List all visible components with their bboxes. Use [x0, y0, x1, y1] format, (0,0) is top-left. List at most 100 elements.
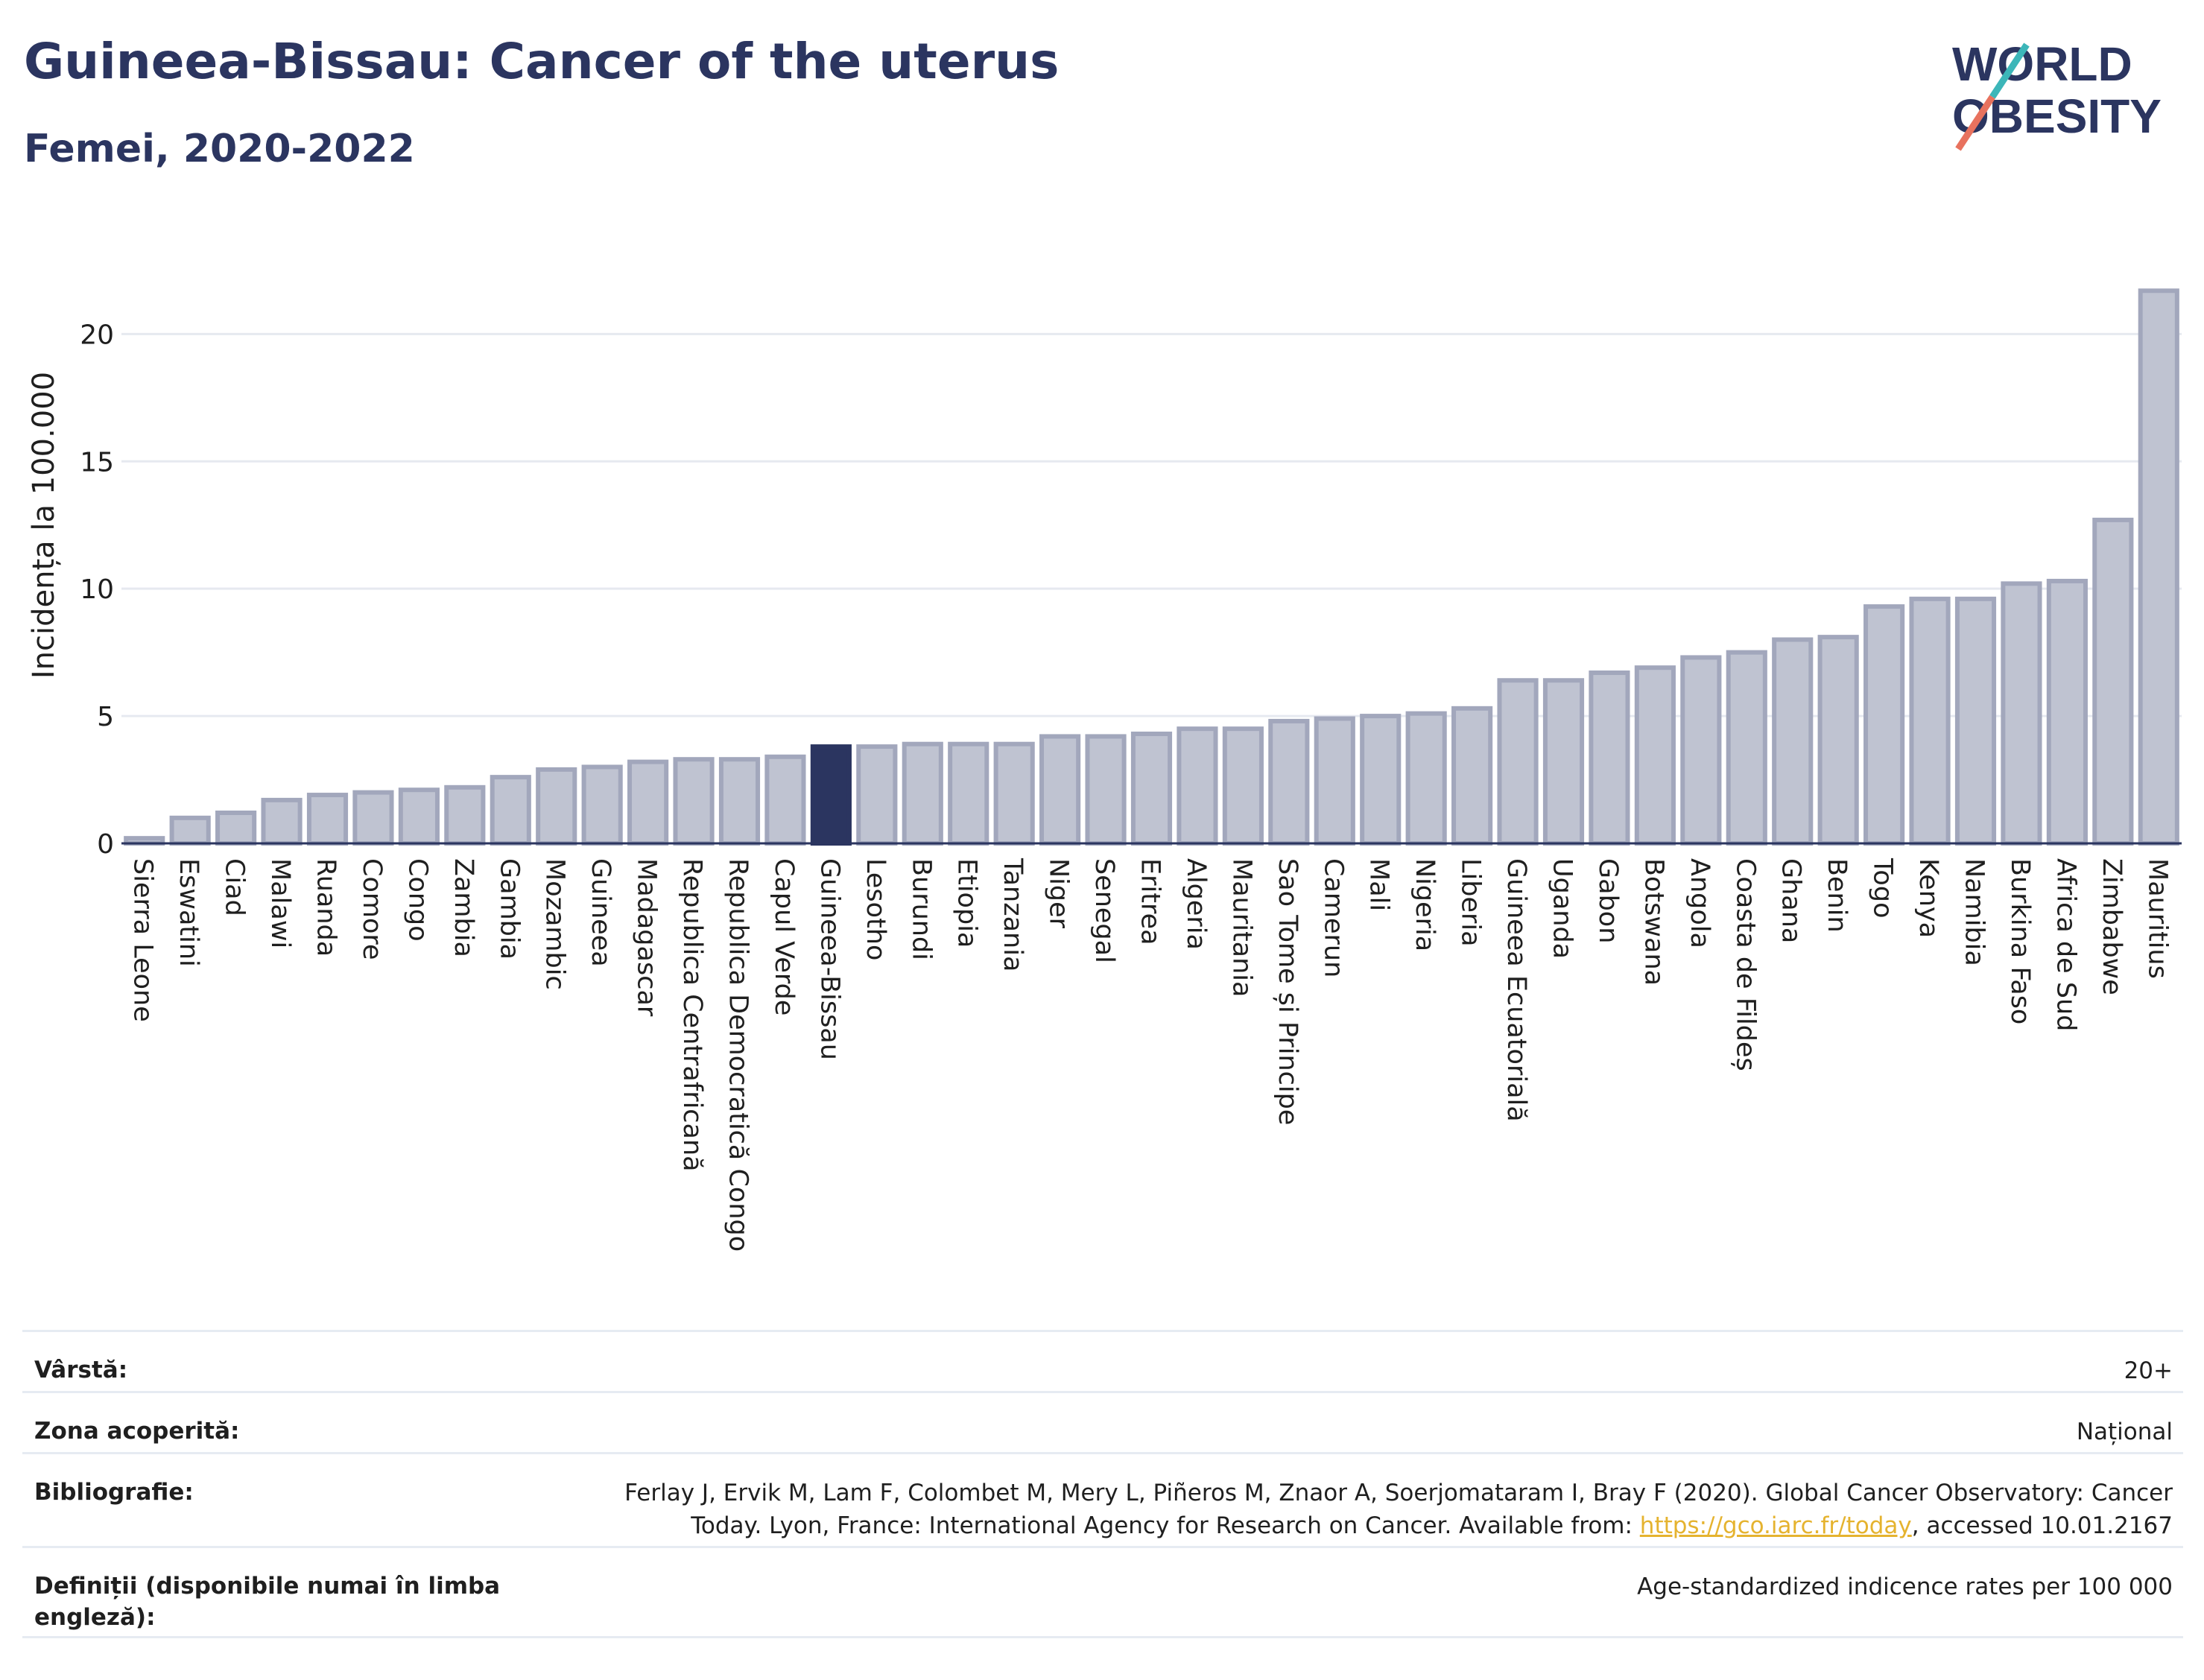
x-tick-label: Nigeria — [1410, 858, 1440, 951]
x-tick-label: Capul Verde — [769, 858, 799, 1015]
bar-benin[interactable] — [1817, 635, 1859, 846]
bar-mauritania[interactable] — [1222, 726, 1264, 846]
bar-republica-centrafrican-[interactable] — [673, 757, 715, 846]
bar-guineea-bissau[interactable] — [810, 744, 852, 846]
y-tick-label: 15 — [80, 447, 114, 478]
x-tick-label: Benin — [1822, 858, 1852, 933]
info-label: Vârstă: — [34, 1357, 128, 1383]
x-tick-label: Gabon — [1593, 858, 1623, 943]
x-tick-label: Mauritius — [2142, 858, 2172, 979]
x-tick-label: Zimbabwe — [2097, 858, 2127, 995]
bar-etiopia[interactable] — [948, 741, 989, 846]
y-tick-label: 20 — [80, 320, 114, 350]
bar-mozambic[interactable] — [536, 767, 577, 846]
bar-tanzania[interactable] — [993, 741, 1035, 846]
x-tick-label: Niger — [1044, 858, 1074, 929]
x-tick-label: Namibia — [1960, 858, 1989, 966]
info-row-age: Vârstă: 20+ — [22, 1330, 2183, 1391]
x-tick-label: Republica Democratică Congo — [723, 858, 753, 1252]
tick-labels: 0 5 10 15 20 Sierra Leone Eswatini Ciad Malawi Ru… — [80, 320, 2172, 1252]
x-tick-label: Africa de Sud — [2051, 858, 2080, 1031]
bar-mauritius[interactable] — [2138, 288, 2179, 846]
bar-senegal[interactable] — [1085, 734, 1127, 846]
x-tick-label: Congo — [402, 858, 432, 942]
bar-ghana[interactable] — [1772, 637, 1814, 846]
bar-angola[interactable] — [1680, 655, 1722, 846]
page-subtitle: Femei, 2020-2022 — [24, 127, 415, 171]
bar-republica-democratic-congo[interactable] — [718, 757, 761, 846]
bar-uganda[interactable] — [1542, 678, 1585, 846]
svg-text:OBESITY: OBESITY — [1952, 89, 2162, 143]
bar-eswatini[interactable] — [169, 815, 211, 846]
bar-namibia[interactable] — [1954, 596, 1997, 846]
x-tick-label: Ciad — [220, 858, 250, 916]
info-label: Definiții (disponibile numai în limba en… — [34, 1573, 501, 1631]
x-tick-label: Republica Centrafricană — [677, 858, 707, 1172]
x-tick-label: Etiopia — [952, 858, 982, 948]
x-tick-label: Algeria — [1181, 858, 1211, 950]
bar-mali[interactable] — [1360, 714, 1402, 846]
x-tick-label: Zambia — [449, 858, 478, 957]
x-tick-label: Lesotho — [861, 858, 890, 960]
bar-lesotho[interactable] — [856, 744, 898, 846]
info-label: Bibliografie: — [34, 1479, 194, 1506]
bar-comore[interactable] — [352, 790, 394, 846]
bar-zambia[interactable] — [444, 784, 486, 846]
x-tick-label: Eswatini — [174, 858, 203, 967]
y-axis-label: Incidența la 100.000 — [27, 372, 61, 679]
x-tick-label: Sao Tome și Principe — [1273, 858, 1302, 1125]
bar-algeria[interactable] — [1177, 726, 1218, 846]
bar-ruanda[interactable] — [306, 793, 349, 846]
bar-africa-de-sud[interactable] — [2046, 578, 2088, 846]
info-label: Zona acoperită: — [34, 1418, 240, 1445]
bar-nigeria[interactable] — [1405, 711, 1447, 846]
bar-kenya[interactable] — [1909, 596, 1951, 846]
x-tick-label: Camerun — [1318, 858, 1348, 977]
svg-text:WORLD: WORLD — [1952, 37, 2132, 91]
bar-congo[interactable] — [398, 787, 440, 846]
x-tick-label: Angola — [1685, 858, 1714, 948]
bar-sao-tome-i-principe[interactable] — [1268, 718, 1310, 846]
bar-botswana[interactable] — [1634, 665, 1676, 846]
x-tick-label: Madagascar — [632, 858, 662, 1017]
bar-camerun[interactable] — [1314, 716, 1355, 846]
bar-guineea-ecuatorial-[interactable] — [1497, 678, 1539, 846]
bar-coasta-de-filde-[interactable] — [1726, 650, 1767, 846]
info-row-coverage: Zona acoperită: Național — [22, 1391, 2183, 1452]
bar-capul-verde[interactable] — [764, 754, 806, 846]
info-value: Age-standardized indicence rates per 100… — [1637, 1573, 2173, 1600]
x-tick-label: Liberia — [1456, 858, 1486, 947]
x-tick-label: Eritrea — [1136, 858, 1165, 945]
x-tick-label: Burkina Faso — [2005, 858, 2035, 1024]
bar-niger[interactable] — [1039, 734, 1081, 846]
bar-burkina-faso[interactable] — [2001, 581, 2042, 846]
y-tick-label: 5 — [97, 702, 114, 732]
x-tick-label: Mozambic — [540, 858, 570, 990]
bar-gambia[interactable] — [490, 775, 531, 846]
x-tick-label: Sierra Leone — [128, 858, 158, 1022]
bar-burundi[interactable] — [902, 741, 943, 846]
bibliography-accessed: , accessed 10.01.2167 — [1911, 1512, 2173, 1539]
page-title: Guineea-Bissau: Cancer of the uterus — [24, 33, 1060, 90]
x-tick-label: Ruanda — [311, 858, 341, 957]
bibliography-link[interactable]: https://gco.iarc.fr/today — [1639, 1512, 1912, 1539]
bar-chart: 0 5 10 15 20 Sierra Leone Eswatini Ciad Malawi Ru… — [27, 288, 2182, 1252]
bar-eritrea[interactable] — [1130, 732, 1173, 846]
bar-madagascar[interactable] — [627, 759, 669, 846]
bar-zimbabwe[interactable] — [2092, 517, 2134, 846]
info-value: 20+ — [2124, 1357, 2173, 1384]
info-value: Ferlay J, Ervik M, Lam F, Colombet M, Me… — [571, 1477, 2173, 1546]
x-tick-label: Mali — [1364, 858, 1394, 911]
bar-gabon[interactable] — [1589, 670, 1630, 846]
x-tick-label: Coasta de Fildeș — [1730, 858, 1760, 1071]
bar-guineea[interactable] — [581, 764, 623, 846]
x-tick-label: Malawi — [265, 858, 295, 948]
y-tick-label: 0 — [97, 829, 114, 860]
bar-togo[interactable] — [1863, 604, 1905, 846]
bar-malawi[interactable] — [261, 797, 303, 846]
bibliography-text: Ferlay J, Ervik M, Lam F, Colombet M, Me… — [624, 1480, 2173, 1539]
bar-ciad[interactable] — [215, 810, 257, 846]
info-value: Național — [2076, 1419, 2173, 1445]
y-tick-label: 10 — [80, 574, 114, 605]
bar-liberia[interactable] — [1451, 706, 1493, 846]
